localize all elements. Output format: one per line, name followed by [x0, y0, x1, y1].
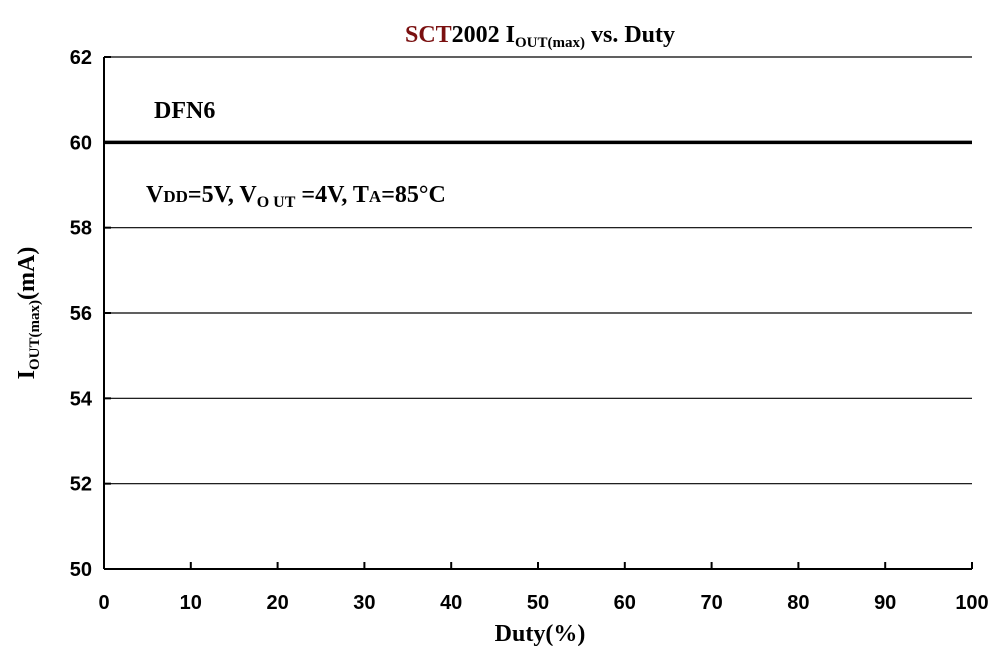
- x-tick-label-10: 10: [180, 592, 202, 614]
- x-tick-label-70: 70: [700, 592, 722, 614]
- cond-v2-sub: O UT: [257, 194, 296, 211]
- ylabel-sub: OUT(max): [27, 300, 43, 370]
- ylabel-unit: (mA): [14, 247, 40, 300]
- x-ticks: 0 10 20 30 40 50 60 70 80 90 100: [98, 562, 989, 614]
- y-tick-label-54: 54: [70, 388, 93, 410]
- conditions-label: VDD=5V, VO UT =4V, TA=85°C: [146, 182, 446, 211]
- y-tick-label-52: 52: [70, 474, 92, 496]
- cond-v1-sub: DD: [163, 187, 188, 206]
- x-tick-label-90: 90: [874, 592, 896, 614]
- title-model: 2002: [452, 22, 500, 48]
- x-tick-label-100: 100: [955, 592, 988, 614]
- x-tick-label-20: 20: [266, 592, 288, 614]
- x-tick-label-40: 40: [440, 592, 462, 614]
- x-tick-label-50: 50: [527, 592, 549, 614]
- x-axis-label: Duty(%): [495, 621, 586, 646]
- cond-t: T: [353, 182, 369, 208]
- ylabel-i: I: [14, 370, 40, 379]
- cond-v2-val: =4V,: [295, 182, 352, 208]
- y-tick-label-50: 50: [70, 559, 92, 581]
- chart-title: SCT2002 IOUT(max) vs. Duty: [405, 22, 675, 51]
- y-tick-label-62: 62: [70, 47, 92, 69]
- title-brand: SCT: [405, 22, 452, 48]
- gridlines: [104, 56, 972, 485]
- title-i-sub: OUT(max): [515, 35, 585, 51]
- y-tick-label-58: 58: [70, 218, 92, 240]
- y-tick-label-56: 56: [70, 303, 92, 325]
- x-tick-label-0: 0: [98, 592, 109, 614]
- cond-v1: V: [146, 182, 164, 208]
- cond-t-sub: A: [369, 187, 382, 206]
- y-ticks: 50 52 54 56 58 60 62: [70, 47, 111, 581]
- y-tick-label-60: 60: [70, 132, 92, 154]
- x-tick-label-30: 30: [353, 592, 375, 614]
- x-tick-label-60: 60: [614, 592, 636, 614]
- cond-t-val: =85°C: [381, 182, 446, 208]
- cond-v2: V: [239, 182, 257, 208]
- title-i: I: [506, 22, 515, 48]
- x-tick-label-80: 80: [787, 592, 809, 614]
- cond-v1-val: =5V,: [188, 182, 239, 208]
- package-label: DFN6: [154, 98, 215, 124]
- title-rest: vs. Duty: [591, 22, 675, 48]
- y-axis-label: IOUT(max)(mA): [14, 247, 43, 380]
